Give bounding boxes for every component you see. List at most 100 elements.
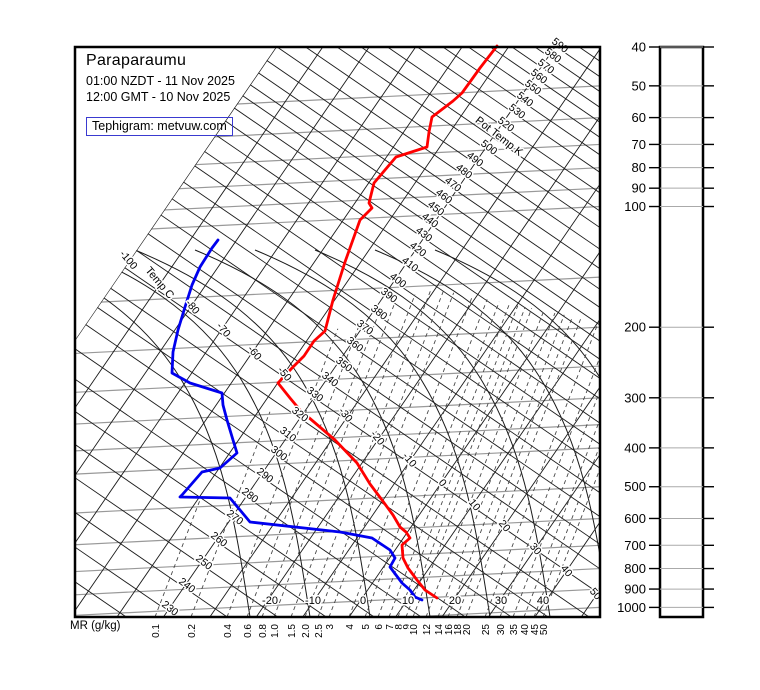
isotherm-line <box>112 47 600 617</box>
surface-temp-label: 0 <box>360 595 366 607</box>
saturated-adiabat-curve <box>194 249 431 617</box>
surface-temp-label: -10 <box>305 595 321 607</box>
pot-temp-label: 340 <box>319 370 340 390</box>
pot-temp-label: 290 <box>254 466 275 486</box>
dry-adiabat-line <box>75 47 600 520</box>
pot-temp-label: 410 <box>399 255 420 275</box>
saturated-adiabat-curve <box>75 249 311 617</box>
isobar-line <box>75 424 600 452</box>
isotherm-line <box>174 47 600 617</box>
mr-tick-label: 4 <box>345 624 356 630</box>
pressure-tick-label: 1000 <box>617 600 646 615</box>
mr-tick-label: 3 <box>325 624 336 630</box>
pressure-tick-label: 70 <box>632 137 646 152</box>
isotherm-line <box>75 47 600 617</box>
isotherm-label: -30 <box>336 405 355 424</box>
mixing-ratio-line <box>542 468 600 617</box>
isotherm-line <box>75 47 600 617</box>
isotherm-line <box>75 47 580 617</box>
dry-adiabat-line <box>75 47 600 416</box>
pressure-tick-label: 800 <box>624 561 646 576</box>
mr-tick-label: 5 <box>361 624 372 630</box>
sounding-traces <box>170 44 499 602</box>
mr-tick-label: 16 <box>444 624 455 636</box>
pressure-tick-label: 50 <box>632 78 646 93</box>
pressure-tick-label: 40 <box>632 40 646 55</box>
mixing-ratio-line <box>246 317 363 617</box>
mixing-ratio-line <box>425 310 545 617</box>
isobar-line <box>75 606 600 617</box>
pressure-tick-label: 80 <box>632 160 646 175</box>
mr-tick-label: 0.2 <box>187 624 198 638</box>
mr-axis-label: MR (g/kg) <box>70 620 121 632</box>
isobar-line <box>75 486 600 514</box>
isobar-line <box>75 588 600 616</box>
dry-adiabat-line <box>75 47 600 617</box>
chart-header: Paraparaumu 01:00 NZDT - 11 Nov 2025 12:… <box>86 52 235 136</box>
mixing-ratio-line <box>304 288 432 617</box>
dry-adiabat-line <box>75 47 600 617</box>
dry-adiabat-line <box>75 47 600 460</box>
isotherm-line <box>81 47 600 617</box>
mixing-ratio-line <box>226 328 339 617</box>
mr-tick-label: 2.0 <box>301 624 312 638</box>
isotherm-line <box>75 47 600 617</box>
dry-adiabat-line <box>75 47 600 610</box>
pot-temp-label: 300 <box>268 444 289 464</box>
dry-adiabat-line <box>75 79 600 617</box>
pot-temp-label: 240 <box>176 576 197 596</box>
mixing-ratio-line <box>348 296 473 617</box>
mixing-ratio-line <box>437 312 556 617</box>
pressure-tick-label: 100 <box>624 199 646 214</box>
mixing-ratio-line <box>533 445 600 617</box>
mr-tick-label: 14 <box>434 624 445 636</box>
pressure-tick-label: 600 <box>624 511 646 526</box>
surface-temp-label: 10 <box>402 595 414 607</box>
watermark-link[interactable]: Tephigram: metvuw.com <box>86 116 233 136</box>
mr-tick-label: 8 <box>394 624 405 630</box>
dry-adiabat-line <box>75 230 600 617</box>
isotherm-line <box>143 47 600 617</box>
mr-tick-label: 25 <box>481 624 492 636</box>
mr-tick-label: 6 <box>374 624 385 630</box>
dry-adiabat-line <box>75 47 600 617</box>
isobar-line <box>75 567 600 596</box>
dry-adiabat-line <box>75 47 600 581</box>
dry-adiabat-line <box>75 140 600 617</box>
isobar-line <box>75 544 600 573</box>
isobar-line <box>75 167 600 195</box>
mr-tick-label: 0.6 <box>243 624 254 638</box>
mixing-ratio-line <box>317 290 444 617</box>
isobar-line <box>75 397 600 425</box>
pot-temp-label: 280 <box>239 486 260 506</box>
dry-adiabat-line <box>75 47 600 617</box>
pot-temp-label: 330 <box>304 385 325 405</box>
mr-tick-label: 0.1 <box>151 624 162 638</box>
dry-adiabat-line <box>75 47 600 427</box>
mixing-ratio-line <box>523 419 600 617</box>
isotherm-line <box>75 47 549 617</box>
mr-tick-label: 50 <box>539 624 550 636</box>
dry-adiabat-line <box>75 47 600 557</box>
dry-adiabat-line <box>75 184 600 617</box>
isotherm-label: -100 <box>117 248 140 272</box>
mixing-ratio-line <box>377 301 500 617</box>
pressure-axis: 40 50 60 70 80 90 100 200 300 400 500 600 700 800 900 1… <box>616 38 714 619</box>
mixing-ratio-line <box>190 411 271 617</box>
local-time: 01:00 NZDT - 11 Nov 2025 <box>86 74 235 88</box>
mixing-ratio-line <box>412 308 533 617</box>
pressure-tick-label: 900 <box>624 582 646 597</box>
dry-adiabat-line <box>75 47 600 617</box>
dry-adiabat-line <box>75 47 600 595</box>
mixing-ratio-line <box>405 306 526 617</box>
surface-temp-label: 30 <box>495 595 507 607</box>
mixing-ratio-line <box>388 303 510 617</box>
mixing-ratio-line <box>499 356 600 617</box>
